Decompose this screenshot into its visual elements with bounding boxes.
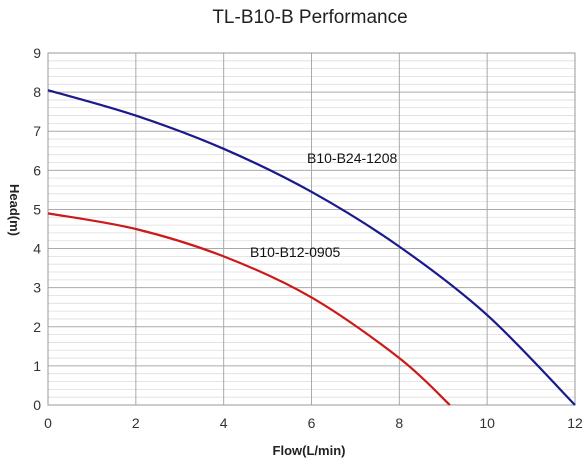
x-tick-label: 12 <box>567 415 583 431</box>
y-tick-label: 9 <box>33 45 41 61</box>
series-label: B10-B12-0905 <box>250 244 341 260</box>
series-labels: B10-B24-1208 B10-B12-0905 <box>250 150 398 260</box>
x-tick-label: 10 <box>479 415 495 431</box>
y-axis-label: Head(m) <box>7 184 22 236</box>
y-tick-label: 5 <box>33 201 41 217</box>
y-tick-label: 8 <box>33 84 41 100</box>
series-line-b10-b24-1208 <box>47 89 576 406</box>
grid <box>47 52 576 406</box>
y-tick-label: 7 <box>33 123 41 139</box>
series-line-b10-b12-0905 <box>47 212 451 406</box>
y-tick-label: 4 <box>33 241 41 257</box>
y-tick-label: 0 <box>33 397 41 413</box>
x-tick-label: 4 <box>220 415 228 431</box>
x-tick-label: 8 <box>395 415 403 431</box>
chart-title: TL-B10-B Performance <box>212 7 407 28</box>
y-tick-label: 3 <box>33 280 41 296</box>
x-tick-label: 2 <box>132 415 140 431</box>
plot-frame <box>47 52 576 406</box>
y-tick-label: 6 <box>33 162 41 178</box>
y-tick-label: 2 <box>33 319 41 335</box>
series-lines <box>47 89 576 406</box>
x-tick-label: 6 <box>308 415 316 431</box>
y-tick-label: 1 <box>33 358 41 374</box>
x-axis-label: Flow(L/min) <box>273 443 346 458</box>
series-label: B10-B24-1208 <box>307 150 398 166</box>
x-tick-label: 0 <box>44 415 52 431</box>
